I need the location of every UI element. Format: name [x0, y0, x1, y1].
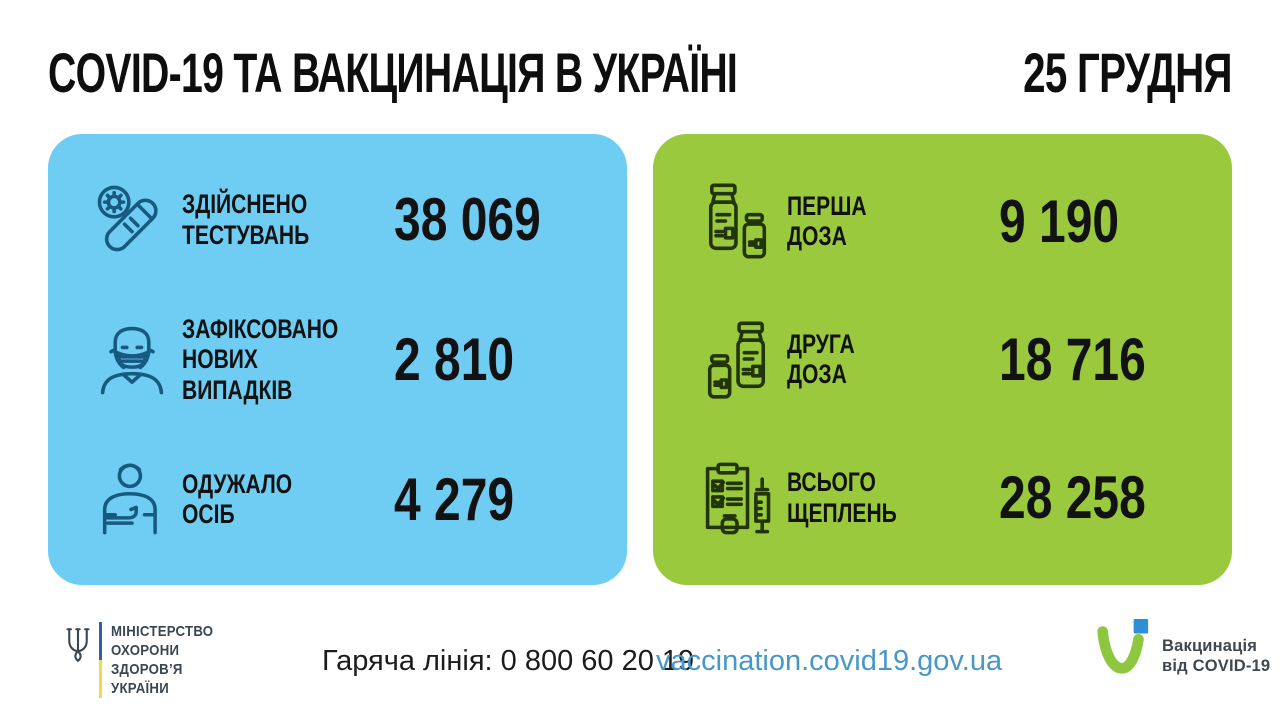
first-dose-label: ПЕРША ДОЗА [787, 190, 867, 252]
ministry-logo: МІНІСТЕРСТВО ОХОРОНИ ЗДОРОВ’Я УКРАЇНИ [64, 622, 227, 698]
masked-person-icon [82, 317, 182, 401]
vaccine-vials-icon [687, 179, 787, 263]
total-vaccinations-label: ВСЬОГО ЩЕПЛЕНЬ [787, 467, 897, 528]
new-cases-label: ЗАФІКСОВАНО НОВИХ ВИПАДКІВ [182, 313, 339, 405]
flag-divider [99, 622, 102, 698]
total-vaccinations-row: ВСЬОГО ЩЕПЛЕНЬ 28 258 [653, 456, 1232, 540]
tests-value: 38 069 [394, 186, 541, 254]
tests-row: ЗДІЙСНЕНО ТЕСТУВАНЬ 38 069 [48, 178, 627, 262]
vaccination-website-link[interactable]: vaccination.covid19.gov.ua [656, 645, 1003, 677]
test-tube-virus-icon [82, 178, 182, 262]
ministry-line: ОХОРОНИ [111, 642, 180, 659]
recovered-row: ОДУЖАЛО ОСІБ 4 279 [48, 457, 627, 541]
flag-blue-stripe [99, 622, 102, 660]
second-dose-value: 18 716 [999, 325, 1146, 393]
total-vaccinations-value: 28 258 [999, 464, 1146, 532]
new-cases-value: 2 810 [394, 325, 515, 393]
ministry-line: УКРАЇНИ [111, 680, 169, 697]
page-title: COVID-19 ТА ВАКЦИНАЦІЯ В УКРАЇНІ [48, 41, 738, 104]
ministry-name: МІНІСТЕРСТВО ОХОРОНИ ЗДОРОВ’Я УКРАЇНИ [111, 622, 213, 698]
second-dose-row: ДРУГА ДОЗА 18 716 [653, 317, 1232, 401]
vaccination-record-icon [687, 456, 787, 540]
vaccination-stats-card: ПЕРША ДОЗА 9 190 ДРУГА ДОЗА 18 716 [653, 134, 1232, 585]
first-dose-row: ПЕРША ДОЗА 9 190 [653, 179, 1232, 263]
recovered-person-icon [82, 457, 182, 541]
second-dose-label: ДРУГА ДОЗА [787, 328, 855, 390]
vaccination-campaign-logo: Вакцинація від COVID-19 [1094, 616, 1270, 680]
covid-stats-card: ЗДІЙСНЕНО ТЕСТУВАНЬ 38 069 ЗАФІКСОВАНО Н… [48, 134, 627, 585]
tryzub-icon [66, 628, 90, 663]
report-date: 25 ГРУДНЯ [1023, 41, 1232, 104]
vaccination-logo-text: Вакцинація від COVID-19 [1162, 636, 1270, 676]
recovered-value: 4 279 [394, 465, 515, 533]
ministry-line: МІНІСТЕРСТВО [111, 623, 214, 640]
recovered-label: ОДУЖАЛО ОСІБ [182, 468, 293, 530]
tests-label: ЗДІЙСНЕНО ТЕСТУВАНЬ [182, 189, 310, 250]
vaccination-logo-line: Вакцинація [1162, 637, 1258, 655]
hotline-number: Гаряча лінія: 0 800 60 20 19 [322, 645, 695, 677]
v-checkmark-icon [1097, 619, 1149, 674]
vaccination-logo-line: від COVID-19 [1162, 657, 1271, 675]
flag-yellow-stripe [99, 660, 102, 698]
new-cases-row: ЗАФІКСОВАНО НОВИХ ВИПАДКІВ 2 810 [48, 314, 627, 406]
ministry-line: ЗДОРОВ’Я [111, 661, 183, 678]
vaccine-vials-mirror-icon [687, 317, 787, 401]
first-dose-value: 9 190 [999, 187, 1120, 255]
